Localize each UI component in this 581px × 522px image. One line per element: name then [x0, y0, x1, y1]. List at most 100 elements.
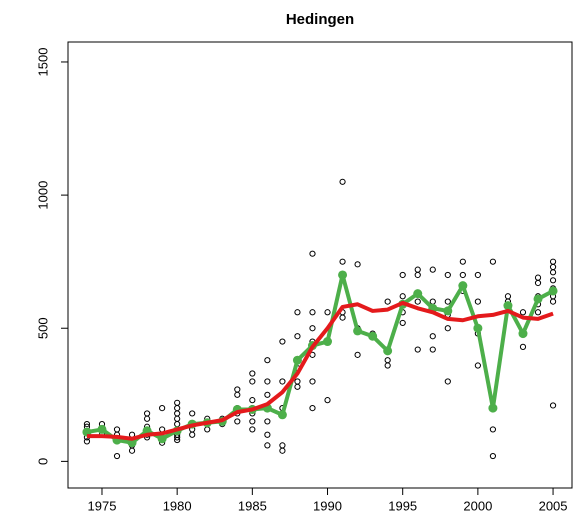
scatter-point [294, 309, 301, 316]
scatter-point [534, 274, 542, 281]
scatter-point [459, 271, 466, 279]
scatter-point [309, 309, 316, 316]
plot-box [67, 41, 573, 489]
series-point [443, 306, 453, 316]
scatter-point [414, 346, 421, 353]
scatter-point [489, 452, 497, 460]
x-tick-label: 1985 [238, 498, 267, 513]
scatter-point [279, 447, 286, 454]
scatter-point [113, 452, 121, 460]
scatter-point [384, 357, 391, 364]
scatter-point [294, 378, 301, 385]
scatter-point [414, 271, 421, 279]
scatter-point [143, 415, 151, 422]
x-tick-label: 1995 [388, 498, 417, 513]
scatter-point [83, 420, 91, 428]
scatter-point [399, 293, 406, 300]
scatter-point [549, 269, 557, 276]
scatter-point [128, 447, 136, 454]
scatter-point [384, 298, 391, 305]
scatter-point [234, 418, 241, 425]
scatter-point [354, 261, 361, 268]
series-line [86, 272, 554, 445]
scatter-point [324, 397, 331, 404]
scatter-point [294, 333, 301, 340]
series-point [353, 326, 363, 336]
scatter-point [429, 266, 436, 273]
series-point [548, 286, 558, 296]
scatter-point [384, 362, 391, 369]
scatter-point [174, 415, 181, 422]
series-point [157, 434, 167, 444]
scatter-point [279, 442, 286, 449]
series-point [488, 403, 498, 413]
scatter-point [489, 258, 497, 265]
scatter-point [324, 309, 331, 316]
x-tick-label: 1975 [88, 498, 117, 513]
x-tick-label: 2005 [539, 498, 568, 513]
scatter-point [549, 277, 557, 284]
scatter-point [549, 298, 557, 305]
scatter-point [174, 405, 181, 412]
scatter-point [399, 271, 406, 279]
series-point [127, 438, 137, 448]
y-tick-label: 1500 [35, 48, 50, 77]
scatter-point [309, 325, 316, 332]
scatter-point [519, 309, 527, 316]
scatter-point [549, 402, 557, 409]
series-point [518, 329, 528, 339]
scatter-point [143, 410, 151, 417]
y-tick-label: 0 [35, 458, 50, 465]
scatter-point [113, 426, 121, 433]
chart-title: Hedingen [286, 11, 354, 28]
scatter-point [309, 378, 316, 385]
scatter-point [354, 351, 361, 358]
series-point [383, 346, 393, 356]
scatter-point [264, 418, 271, 425]
scatter-point [264, 378, 271, 385]
scatter-point [279, 378, 286, 385]
scatter-point [429, 298, 436, 305]
x-tick-label: 2000 [463, 498, 492, 513]
series-point [97, 424, 107, 434]
scatter-point [429, 333, 436, 340]
scatter-point [519, 343, 527, 350]
series-point [458, 281, 468, 291]
scatter-point [429, 346, 436, 353]
series-point [533, 294, 543, 304]
scatter-point [189, 410, 196, 417]
scatter-point [249, 370, 256, 377]
scatter-point [249, 397, 256, 404]
scatter-point [474, 298, 481, 305]
scatter-point [309, 405, 316, 412]
scatter-point [489, 426, 497, 433]
scatter-point [249, 378, 256, 385]
scatter-point [474, 271, 481, 279]
series-point [503, 301, 513, 311]
scatter-point [414, 266, 421, 273]
scatter-point [264, 442, 271, 449]
series-point [292, 355, 302, 365]
scatter-point [339, 258, 346, 265]
series-point [413, 289, 423, 299]
scatter-point [309, 250, 316, 257]
scatter-point [504, 293, 512, 300]
scatter-point [83, 438, 91, 445]
scatter-point [159, 405, 166, 412]
y-tick-label: 500 [35, 317, 50, 339]
series-point [473, 323, 483, 333]
scatter-point [234, 391, 241, 398]
scatter-point [534, 309, 542, 316]
scatter-point [444, 325, 451, 332]
scatter-point [249, 426, 256, 433]
scatter-point [174, 410, 181, 417]
scatter-point [339, 178, 346, 185]
scatter-point [174, 399, 181, 406]
scatter-point [204, 426, 211, 433]
scatter-point [399, 319, 406, 327]
scatter-point [264, 431, 271, 438]
scatter-point [174, 436, 181, 444]
scatter-point [264, 391, 271, 398]
